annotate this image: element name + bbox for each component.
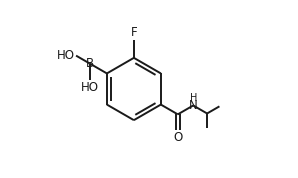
- Text: H: H: [190, 93, 197, 103]
- Text: N: N: [189, 99, 198, 112]
- Text: HO: HO: [81, 80, 99, 94]
- Text: B: B: [86, 57, 94, 70]
- Text: HO: HO: [57, 49, 75, 62]
- Text: O: O: [173, 131, 182, 144]
- Text: F: F: [131, 26, 137, 39]
